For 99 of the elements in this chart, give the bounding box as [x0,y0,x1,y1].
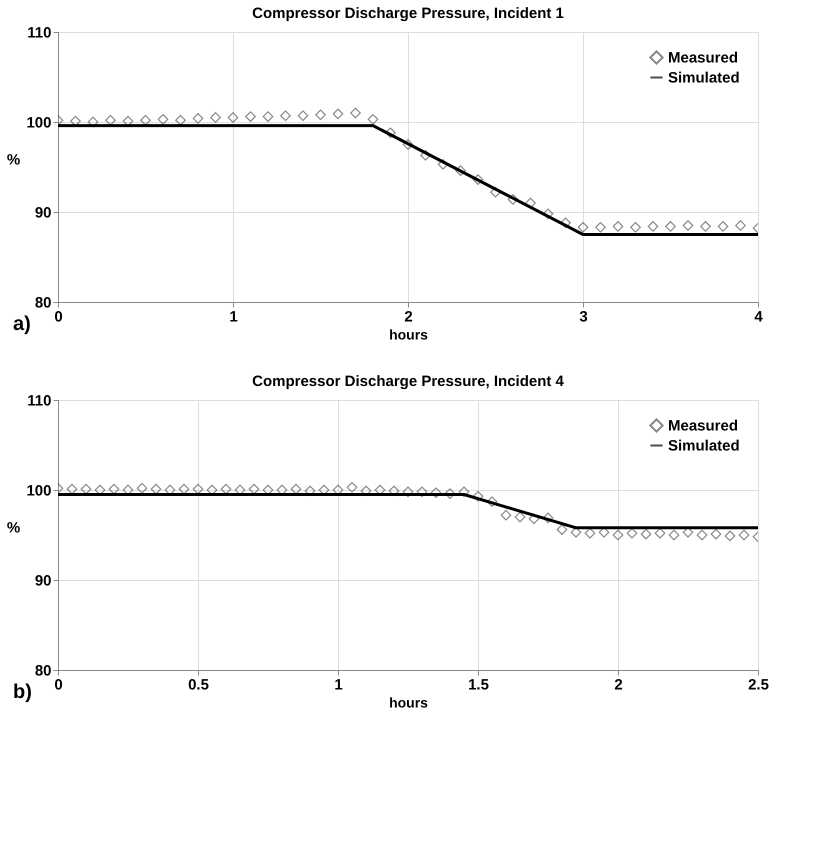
point [700,221,711,232]
y-tick-label: 80 [34,662,52,680]
point [332,108,344,120]
text: b) [13,681,32,703]
x-axis-title: hours [389,326,428,342]
point [654,528,666,539]
point [108,484,120,494]
y-tick-label: 100 [26,482,52,500]
point [542,512,554,524]
legend-label: Measured [668,418,738,434]
point [665,221,676,232]
point [584,528,596,539]
point [420,150,431,161]
legend-label: Measured [668,50,738,66]
point [298,110,308,122]
point [500,510,512,521]
point [696,530,708,540]
y-tick-label: 100 [26,114,52,132]
point [385,127,396,138]
point [508,194,518,205]
point [88,116,98,128]
x-tick-label: 0 [54,308,63,326]
x-tick-label: 1 [334,676,343,694]
x-axis-title: hours [389,694,428,710]
x-tick-label: 3 [579,308,588,326]
point [262,111,274,122]
point [438,158,448,170]
x-tick-label: 1 [229,308,238,326]
point [66,484,78,494]
point [682,220,694,231]
point [150,484,162,494]
point [105,114,116,126]
point [472,174,484,185]
legend-label: Simulated [668,438,740,454]
point [528,513,540,524]
point [430,487,442,498]
point [192,484,204,494]
point [542,208,554,220]
x-tick-label: 2 [404,308,413,326]
x-tick-label: 2 [614,676,623,694]
point [458,486,470,498]
point [80,484,92,494]
x-tick-label: 0 [54,676,63,694]
point [178,484,190,494]
point [626,528,638,539]
point [350,108,361,118]
point [228,112,238,123]
point [455,165,466,176]
point [738,530,750,540]
point [140,114,151,126]
point [290,484,302,494]
y-tick-label: 110 [27,392,52,410]
x-tick-label: 0.5 [188,676,209,694]
point [514,512,526,522]
point [416,486,428,498]
point [724,530,736,542]
point [560,217,571,228]
text: a) [13,313,31,335]
point [612,530,624,540]
point [735,220,746,231]
point [640,528,652,540]
point [578,222,588,233]
point [315,109,326,120]
point [486,496,498,508]
point [595,222,606,233]
point [245,111,256,122]
point [710,528,722,540]
point [444,488,456,499]
y-axis-title: % [6,152,20,168]
y-tick-label: 90 [34,204,52,222]
y-tick-label: 80 [34,294,52,312]
point [630,222,641,233]
chart-title: Compressor Discharge Pressure, Incident 4 [252,373,565,390]
point [648,221,658,232]
point [718,221,728,232]
point [402,139,414,150]
point [220,484,232,494]
point [368,114,378,125]
point [556,524,568,535]
point [175,114,186,126]
point [612,221,624,232]
y-tick-label: 90 [34,572,52,590]
point [346,482,358,493]
chart-title: Compressor Discharge Pressure, Incident 1 [252,5,564,22]
point [158,114,168,125]
point [472,490,484,502]
legend-label: Simulated [668,70,740,86]
point [280,110,291,122]
point [210,112,221,123]
x-tick-label: 4 [754,308,764,326]
point [136,482,148,494]
x-tick-label: 1.5 [468,676,489,694]
point [668,530,680,540]
x-tick-label: 2.5 [748,676,769,694]
y-axis-title: % [6,520,20,536]
y-tick-label: 110 [27,24,52,42]
point [248,484,260,494]
point [402,486,414,498]
point [192,113,204,124]
